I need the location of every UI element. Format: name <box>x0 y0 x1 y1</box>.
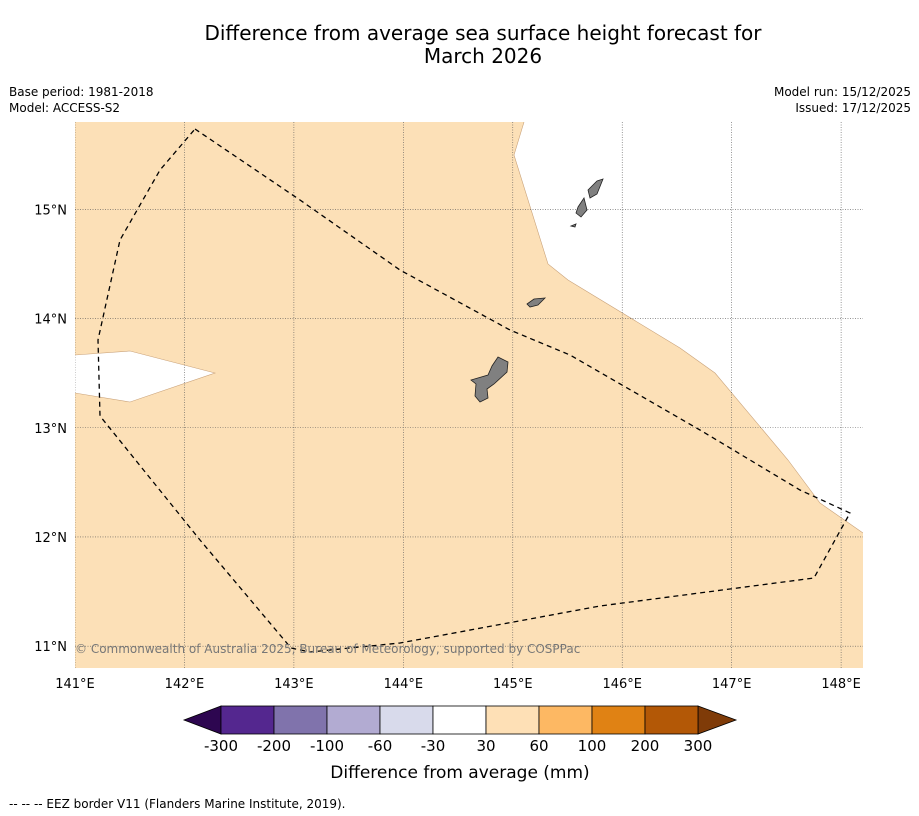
model-name: Model: ACCESS-S2 <box>9 101 121 115</box>
base-period: Base period: 1981-2018 <box>9 85 154 99</box>
latitude-tick-label: 11°N <box>34 640 67 655</box>
metadata-left: Base period: 1981-2018 Model: ACCESS-S2 <box>9 84 154 116</box>
colorbar-label: Difference from average (mm) <box>330 763 589 783</box>
colorbar-bin <box>591 705 646 735</box>
colorbar-over-arrow <box>697 705 738 735</box>
longitude-tick-label: 145°E <box>493 677 533 692</box>
graticule <box>75 122 863 668</box>
saipan-island <box>587 178 604 199</box>
model-run: Model run: 15/12/2025 <box>773 85 911 99</box>
colorbar-bin <box>485 705 540 735</box>
longitude-tick-label: 146°E <box>602 677 642 692</box>
colorbar-bin <box>326 705 381 735</box>
colorbar: -300 -200 -100 -60 -30 30 60 100 200 300 Differen… <box>182 705 738 783</box>
colorbar-bin <box>273 705 328 735</box>
anomaly-contour-west <box>75 350 217 403</box>
tinian-island <box>575 197 588 218</box>
longitude-tick-label: 143°E <box>274 677 314 692</box>
rota-island <box>526 297 547 308</box>
colorbar-bin <box>538 705 593 735</box>
guam-island <box>470 356 509 403</box>
anomaly-field <box>75 122 863 668</box>
colorbar-tick-label: -300 <box>204 737 238 755</box>
longitude-tick-label: 142°E <box>165 677 205 692</box>
colorbar-tick-label: 100 <box>578 737 607 755</box>
latitude-tick-label: 14°N <box>34 313 67 328</box>
colorbar-tick-label: -100 <box>310 737 344 755</box>
colorbar-tick-label: 30 <box>476 737 495 755</box>
eez-legend: -- -- -- EEZ border V11 (Flanders Marine… <box>9 797 346 811</box>
longitude-tick-label: 141°E <box>55 677 95 692</box>
title-line-2: March 2026 <box>423 44 543 68</box>
colorbar-tick-label: -30 <box>421 737 446 755</box>
colorbar-under-arrow <box>182 705 222 735</box>
latitude-labels: 15°N 14°N 13°N 12°N 11°N <box>34 203 67 655</box>
title-line-1: Difference from average sea surface heig… <box>204 21 762 45</box>
longitude-tick-label: 147°E <box>712 677 752 692</box>
longitude-tick-label: 148°E <box>821 677 861 692</box>
colorbar-bin <box>432 705 487 735</box>
colorbar-tick-label: -200 <box>257 737 291 755</box>
anomaly-contour <box>513 122 863 534</box>
aguijan-island <box>569 223 577 228</box>
issued-date: Issued: 17/12/2025 <box>795 101 911 115</box>
copyright-notice: © Commonwealth of Australia 2025, Bureau… <box>75 642 580 656</box>
metadata-right: Model run: 15/12/2025 Issued: 17/12/2025 <box>774 84 911 116</box>
colorbar-tick-label: 60 <box>529 737 548 755</box>
longitude-labels: 141°E 142°E 143°E 144°E 145°E 146°E 147°E 148°E <box>55 677 861 692</box>
latitude-tick-label: 13°N <box>34 422 67 437</box>
colorbar-bin <box>379 705 434 735</box>
latitude-tick-label: 12°N <box>34 531 67 546</box>
eez-border <box>97 128 851 653</box>
colorbar-tick-label: 300 <box>684 737 713 755</box>
colorbar-tick-label: 200 <box>631 737 660 755</box>
colorbar-bin <box>220 705 275 735</box>
longitude-tick-label: 144°E <box>384 677 424 692</box>
colorbar-bin <box>644 705 699 735</box>
colorbar-tick-label: -60 <box>368 737 393 755</box>
latitude-tick-label: 15°N <box>34 203 67 218</box>
map-title: Difference from average sea surface heig… <box>0 22 919 68</box>
